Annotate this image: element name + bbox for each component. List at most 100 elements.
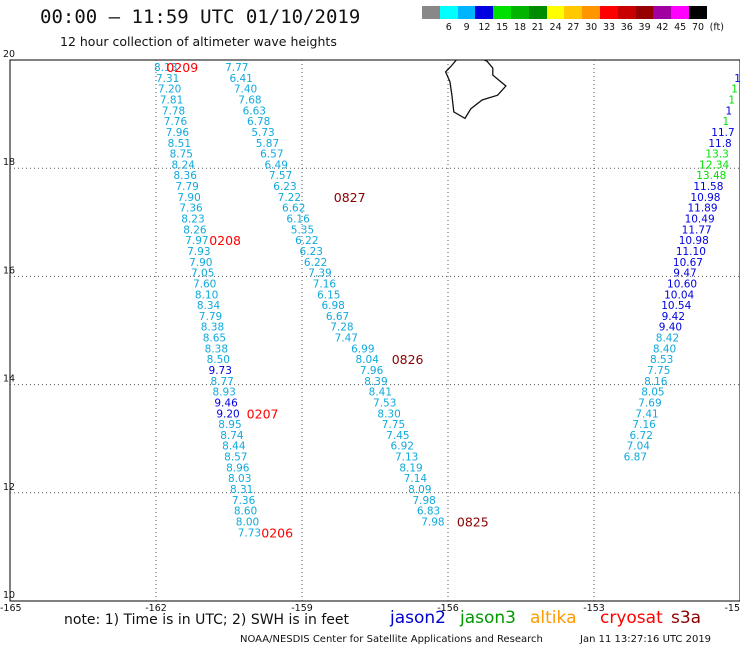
scale-swatch bbox=[671, 6, 689, 19]
scale-swatch bbox=[546, 6, 565, 19]
scale-swatch bbox=[439, 6, 458, 19]
lat-tick-label: 20 bbox=[3, 49, 15, 60]
wave-height-value: 7.75 bbox=[382, 419, 405, 431]
wave-height-value: 11.58 bbox=[693, 181, 723, 193]
wave-height-value: 8.40 bbox=[653, 343, 676, 355]
scale-swatch bbox=[600, 6, 618, 19]
wave-height-value: 7.20 bbox=[158, 84, 181, 96]
wave-height-value: 8.23 bbox=[181, 214, 204, 226]
wave-height-value: 7.45 bbox=[386, 430, 409, 442]
wave-height-value: 9.46 bbox=[214, 397, 238, 409]
wave-height-value: 7.79 bbox=[199, 311, 222, 323]
map-frame bbox=[9, 59, 740, 602]
wave-height-value: 7.75 bbox=[647, 365, 670, 377]
wave-height-value: 8.13 bbox=[154, 62, 177, 74]
wave-height-value: 11.8 bbox=[708, 138, 731, 150]
wave-height-value: 8.41 bbox=[369, 387, 392, 399]
scale-label: 24 bbox=[549, 22, 562, 33]
wave-height-value: 10.98 bbox=[679, 235, 709, 247]
wave-height-value: 8.36 bbox=[174, 170, 198, 182]
wave-height-value: 8.53 bbox=[650, 354, 673, 366]
wave-height-value: 13.3 bbox=[705, 149, 728, 161]
wave-height-value: 8.38 bbox=[201, 322, 224, 334]
page-subtitle: 12 hour collection of altimeter wave hei… bbox=[60, 34, 337, 49]
wave-height-value: 8.05 bbox=[641, 387, 664, 399]
wave-height-value: 7.14 bbox=[404, 473, 428, 485]
lat-tick-label: 10 bbox=[3, 590, 15, 601]
wave-height-value: 8.57 bbox=[224, 452, 247, 464]
wave-height-value: 7.47 bbox=[335, 333, 358, 345]
wave-height-value: 6.63 bbox=[243, 105, 266, 117]
scale-swatch bbox=[653, 6, 672, 19]
wave-height-value: 10.60 bbox=[667, 278, 697, 290]
wave-height-value: 8.04 bbox=[356, 354, 380, 366]
wave-height-value: 9.42 bbox=[662, 311, 685, 323]
wave-height-value: 6.15 bbox=[317, 289, 340, 301]
scale-label: 30 bbox=[585, 22, 598, 33]
legend-item-s3a: s3a bbox=[671, 608, 702, 628]
wave-height-value: 8.39 bbox=[364, 376, 387, 388]
wave-height-value: 7.68 bbox=[238, 94, 261, 106]
wave-height-value: 1 bbox=[723, 116, 730, 128]
wave-height-value: 8.03 bbox=[228, 473, 251, 485]
wave-height-value: 9.73 bbox=[209, 365, 232, 377]
wave-height-value: 7.13 bbox=[395, 452, 418, 464]
lat-tick-label: 14 bbox=[3, 374, 15, 385]
scale-label: 27 bbox=[567, 22, 580, 33]
pass-time-label: 0827 bbox=[334, 190, 366, 205]
wave-height-value: 6.78 bbox=[247, 116, 270, 128]
wave-height-value: 7.16 bbox=[313, 278, 337, 290]
credit-line: NOAA/NESDIS Center for Satellite Applica… bbox=[240, 634, 543, 645]
wave-height-value: 7.98 bbox=[412, 495, 435, 507]
wave-height-value: 9.40 bbox=[659, 322, 682, 334]
wave-height-value: 7.28 bbox=[330, 322, 353, 334]
pass-time-label: 0207 bbox=[247, 406, 279, 421]
scale-label: 39 bbox=[638, 22, 651, 33]
scale-label: 6 bbox=[445, 22, 452, 33]
legend-item-cryosat: cryosat bbox=[600, 608, 663, 628]
wave-height-value: 6.57 bbox=[260, 149, 283, 161]
wave-height-value: 6.22 bbox=[295, 235, 318, 247]
scale-swatch bbox=[457, 6, 476, 19]
wave-height-value: 8.44 bbox=[222, 441, 246, 453]
scale-swatch bbox=[422, 6, 440, 19]
wave-height-value: 6.23 bbox=[300, 246, 323, 258]
wave-height-value: 6.49 bbox=[265, 159, 288, 171]
wave-height-value: 8.26 bbox=[183, 224, 207, 236]
wave-height-value: 7.90 bbox=[189, 257, 212, 269]
wave-height-value: 7.05 bbox=[191, 268, 214, 280]
wave-height-value: 7.04 bbox=[627, 441, 651, 453]
scale-swatch bbox=[475, 6, 494, 19]
wave-height-value: 5.35 bbox=[291, 224, 314, 236]
legend-item-jason2: jason2 bbox=[390, 608, 446, 628]
wave-height-value: 7.36 bbox=[232, 495, 256, 507]
scale-label: 21 bbox=[531, 22, 544, 33]
wave-height-value: 8.51 bbox=[168, 138, 191, 150]
scale-label: 33 bbox=[602, 22, 616, 33]
scale-label: 15 bbox=[496, 22, 509, 33]
pass-time-label: 0209 bbox=[166, 60, 198, 75]
wave-height-value: 7.69 bbox=[638, 397, 661, 409]
wave-height-value: 8.38 bbox=[205, 343, 228, 355]
wave-height-value: 7.76 bbox=[164, 116, 188, 128]
wave-height-value: 8.95 bbox=[218, 419, 241, 431]
lon-tick-label: -156 bbox=[437, 603, 459, 614]
wave-height-values: 8.137.317.207.817.787.767.968.518.758.24… bbox=[154, 62, 740, 539]
wave-height-value: 8.34 bbox=[197, 300, 221, 312]
wave-height-value: 6.92 bbox=[391, 441, 414, 453]
wave-height-value: 8.74 bbox=[220, 430, 244, 442]
wave-height-value: 11.10 bbox=[676, 246, 706, 258]
wave-height-value: 6.72 bbox=[630, 430, 653, 442]
pass-time-label: 0825 bbox=[457, 514, 489, 529]
scale-swatch bbox=[617, 6, 636, 19]
wave-height-value: 6.99 bbox=[351, 343, 374, 355]
wave-height-value: 7.73 bbox=[238, 527, 261, 539]
generation-timestamp: Jan 11 13:27:16 UTC 2019 bbox=[580, 634, 712, 645]
wave-height-value: 1 bbox=[731, 84, 738, 96]
legend-item-altika: altika bbox=[530, 608, 577, 628]
lat-tick-label: 16 bbox=[3, 265, 15, 276]
wave-height-value: 5.73 bbox=[251, 127, 274, 139]
wave-height-value: 8.42 bbox=[656, 333, 679, 345]
scale-swatch bbox=[564, 6, 583, 19]
